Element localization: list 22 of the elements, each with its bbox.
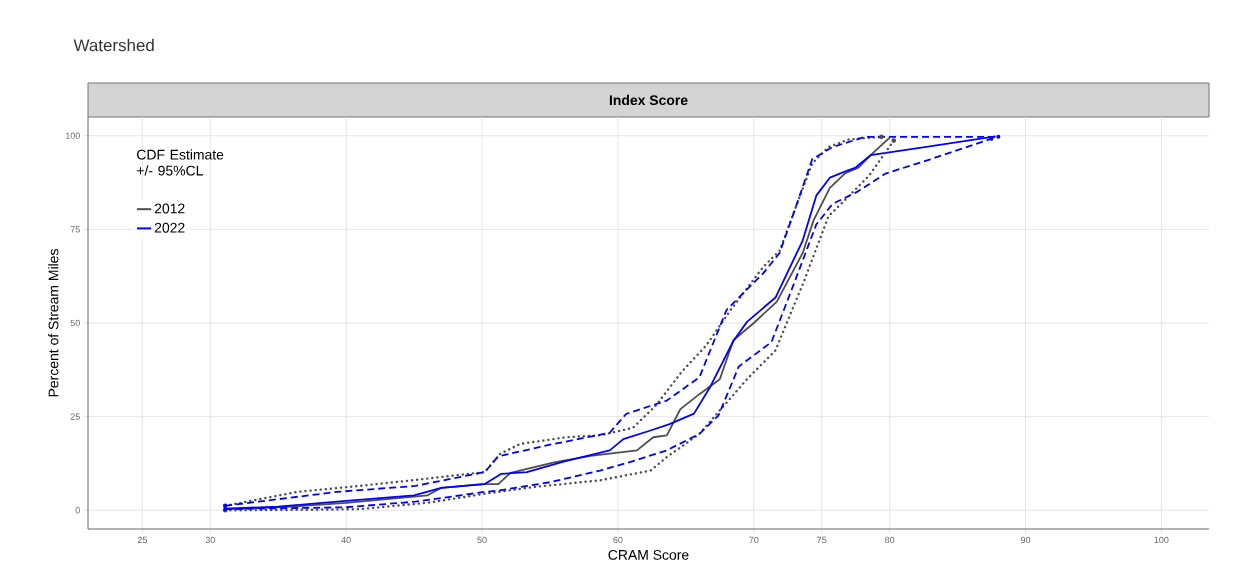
x-tick-label: 30 bbox=[205, 536, 215, 544]
legend-label: 2012 bbox=[154, 203, 185, 214]
y-tick-label: 25 bbox=[70, 413, 80, 420]
chart-subtitle: Index Score bbox=[609, 94, 688, 106]
x-tick-label: 25 bbox=[137, 536, 147, 544]
legend-label: 2022 bbox=[154, 222, 185, 233]
x-axis-title: CRAM Score bbox=[608, 549, 689, 560]
x-tick-label: 70 bbox=[749, 536, 759, 544]
legend-title: CDF Estimate +/- 95%CL bbox=[137, 149, 224, 176]
y-tick-label: 75 bbox=[70, 226, 80, 233]
x-tick-label: 100 bbox=[1154, 536, 1169, 544]
y-tick-label: 50 bbox=[70, 319, 80, 327]
y-tick-label: 100 bbox=[65, 132, 80, 139]
x-tick-label: 50 bbox=[477, 536, 487, 544]
x-tick-label: 40 bbox=[341, 536, 351, 544]
y-tick-label: 0 bbox=[75, 507, 80, 514]
x-tick-label: 75 bbox=[817, 536, 827, 544]
chart-title: Watershed bbox=[73, 38, 154, 52]
x-tick-label: 60 bbox=[613, 536, 623, 544]
x-tick-label: 90 bbox=[1020, 536, 1031, 544]
y-axis-title: Percent of Stream Miles bbox=[48, 249, 59, 397]
x-tick-label: 80 bbox=[885, 536, 895, 544]
